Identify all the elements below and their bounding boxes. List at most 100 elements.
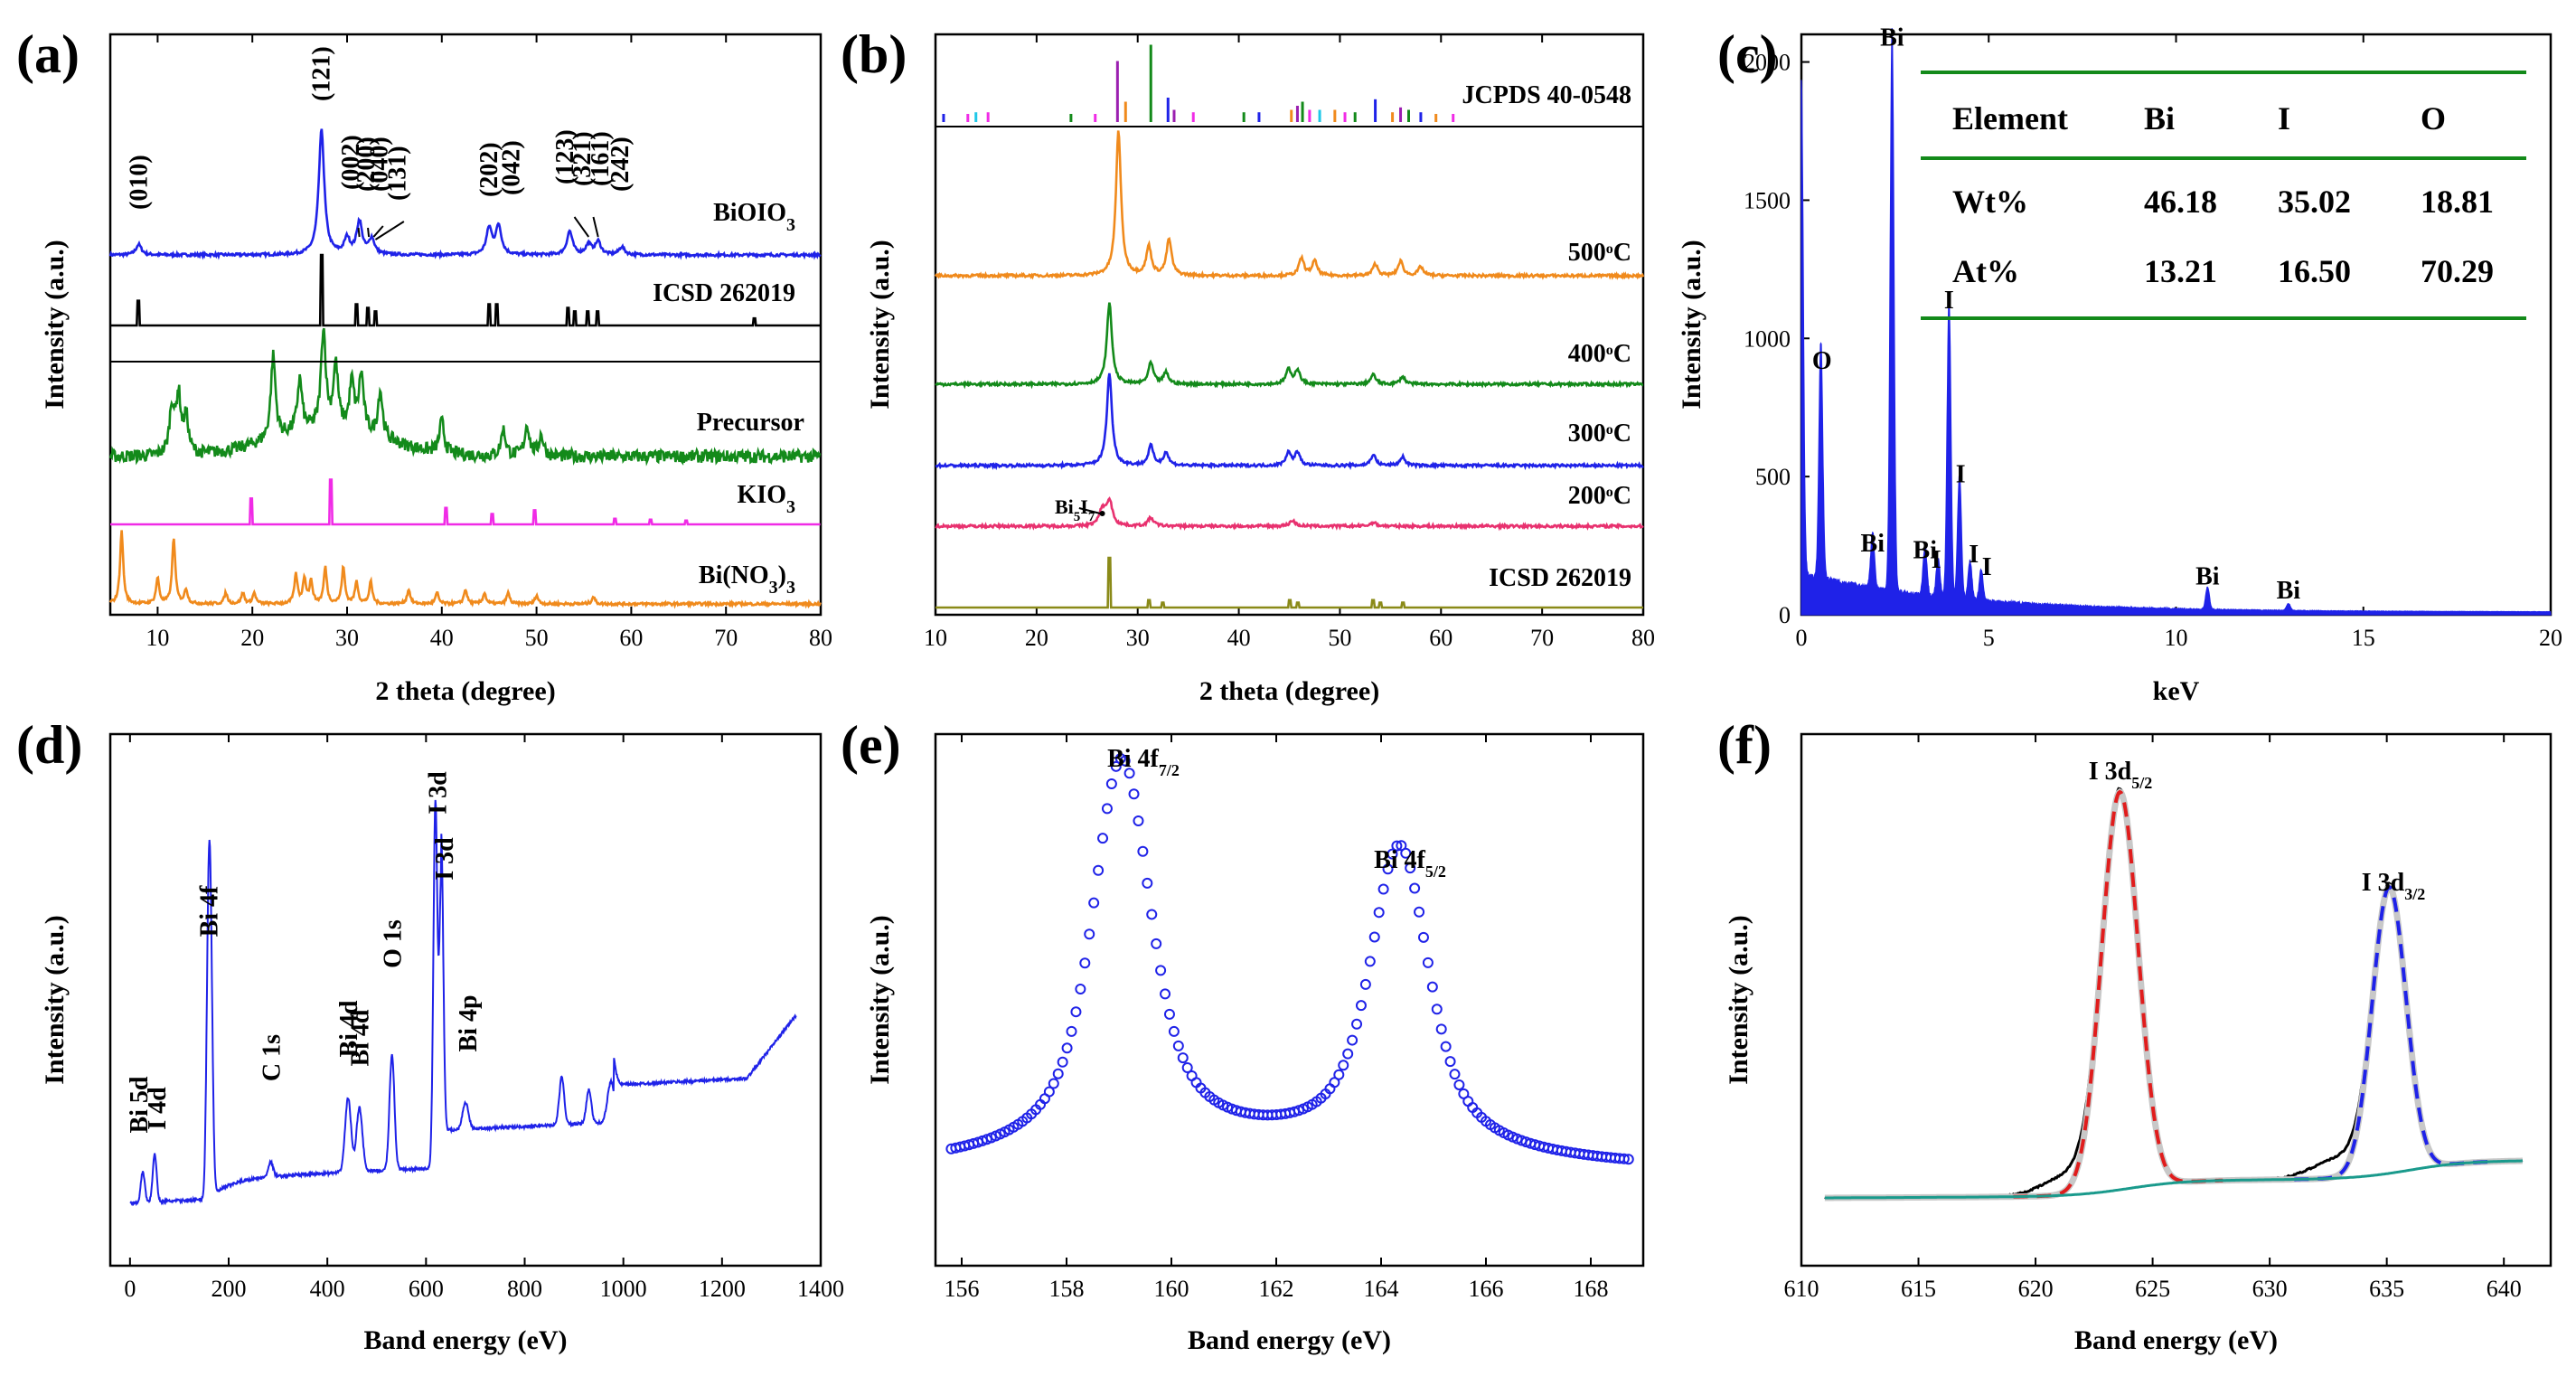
peak-label: I 3d3/2 [2362, 869, 2425, 903]
series-label-main: KIO [738, 481, 786, 509]
peak-label: I [1956, 460, 1966, 488]
peak-label: (010) [125, 155, 153, 210]
data-point [1057, 1056, 1068, 1068]
x-tick-label: 200 [212, 1276, 247, 1302]
x-tick-label: 166 [1469, 1276, 1504, 1302]
peak-label: Bi 4f7/2 [1107, 745, 1180, 779]
impurity-sub1: 5 [1074, 510, 1081, 524]
x-tick-label: 625 [2135, 1276, 2170, 1302]
x-tick-label: 164 [1364, 1276, 1399, 1302]
table-header: Bi [2144, 100, 2175, 137]
y-axis-title: Intensity (a.u.) [865, 915, 895, 1085]
x-tick-label: 10 [2165, 625, 2188, 651]
data-point [1177, 1052, 1189, 1064]
y-tick-label: 1000 [1744, 325, 1791, 352]
peak-label: Bi 4d [347, 1009, 375, 1066]
data-point [1382, 863, 1394, 875]
data-point [1400, 847, 1412, 859]
data-point [1119, 755, 1131, 767]
peak-label: Bi [1880, 24, 1904, 52]
x-tick-label: 10 [146, 625, 169, 651]
data-point [1351, 1018, 1363, 1030]
peak-label: Bi [1861, 530, 1885, 558]
peak-label: I [1969, 541, 1979, 569]
data-point [1048, 1078, 1059, 1089]
x-tick-label: 50 [1328, 625, 1351, 651]
xps-data-line [1824, 787, 2524, 1201]
x-tick-label: 10 [924, 625, 947, 651]
x-tick-label: 80 [809, 625, 832, 651]
fit-peak-1 [2013, 789, 2223, 1199]
series-label-1: ICSD 262019 [653, 279, 795, 307]
x-tick-label: 630 [2252, 1276, 2288, 1302]
fit-peak-2 [2294, 884, 2493, 1182]
x-tick-label: 168 [1574, 1276, 1609, 1302]
reference-label: JCPDS 40-0548 [1462, 81, 1631, 109]
peak-label: (002) [337, 135, 365, 190]
series-label-main: ICSD 262019 [1489, 564, 1631, 592]
data-point [1364, 956, 1376, 967]
x-axis-title: Band energy (eV) [1188, 1325, 1391, 1355]
data-point [1097, 833, 1109, 844]
peak-label: Bi 4p [455, 994, 483, 1051]
series-label-main: ICSD 262019 [653, 279, 795, 307]
series-line-1 [110, 253, 821, 327]
x-tick-label: 156 [945, 1276, 980, 1302]
peak-label-main: I 3d [2362, 869, 2405, 897]
peak-label: Bi [2195, 562, 2220, 590]
series-line-0 [108, 128, 822, 260]
series-label-sub: 3 [769, 578, 778, 598]
peak-label: (040) [366, 137, 394, 192]
series-label-sub2: 3 [786, 578, 795, 598]
peak-label: Bi [1913, 536, 1938, 564]
x-tick-label: 0 [124, 1276, 136, 1302]
impurity-main: Bi [1055, 495, 1074, 518]
panel-label-c: (c) [1717, 24, 1778, 84]
data-point [1396, 840, 1407, 852]
data-point [1409, 882, 1421, 894]
data-point [1338, 1060, 1349, 1071]
x-tick-label: 162 [1259, 1276, 1294, 1302]
x-tick-label: 70 [714, 625, 738, 651]
y-axis-title: Intensity (a.u.) [40, 915, 70, 1085]
impurity-sub2: 7 [1088, 510, 1095, 524]
series-label-0: 500oC [1568, 239, 1631, 267]
x-tick-label: 70 [1530, 625, 1554, 651]
peak-label-sub: 5/2 [2131, 774, 2152, 792]
x-axis-title: Band energy (eV) [2074, 1325, 2278, 1355]
x-tick-label: 1400 [797, 1276, 844, 1302]
data-point [1128, 788, 1140, 800]
data-point [1347, 1034, 1359, 1046]
eds-spectrum [1800, 28, 2552, 616]
data-point [1453, 1079, 1465, 1090]
peak-label: (121) [308, 46, 336, 101]
x-tick-label: 20 [2539, 625, 2562, 651]
series-line-4 [108, 530, 822, 609]
x-tick-label: 635 [2369, 1276, 2404, 1302]
data-point [1137, 845, 1149, 857]
data-point [1342, 1048, 1354, 1060]
x-tick-label: 20 [1025, 625, 1048, 651]
peak-label: Bi 5d [126, 1076, 154, 1133]
data-point [1368, 931, 1380, 943]
x-tick-label: 158 [1049, 1276, 1085, 1302]
peak-label-sub: 5/2 [1425, 862, 1446, 881]
series-line-1 [935, 302, 1644, 390]
table-cell: 16.50 [2278, 253, 2351, 289]
data-point [1101, 803, 1113, 815]
x-tick-label: 640 [2487, 1276, 2522, 1302]
data-point [1355, 1000, 1367, 1012]
series-label-main: 300 [1568, 419, 1606, 448]
degree-sign: o [1606, 485, 1613, 500]
data-point [1417, 931, 1429, 943]
table-cell: At% [1952, 253, 2019, 289]
series-line-2 [108, 327, 822, 467]
data-point [1426, 981, 1438, 993]
table-header: I [2278, 100, 2290, 137]
peak-label: Bi 4f [196, 885, 224, 937]
y-tick-label: 1500 [1744, 187, 1791, 213]
data-point [1066, 1025, 1077, 1037]
peak-label-main: Bi 4f [1374, 846, 1425, 874]
data-point [1444, 1056, 1456, 1068]
x-tick-label: 40 [1227, 625, 1251, 651]
